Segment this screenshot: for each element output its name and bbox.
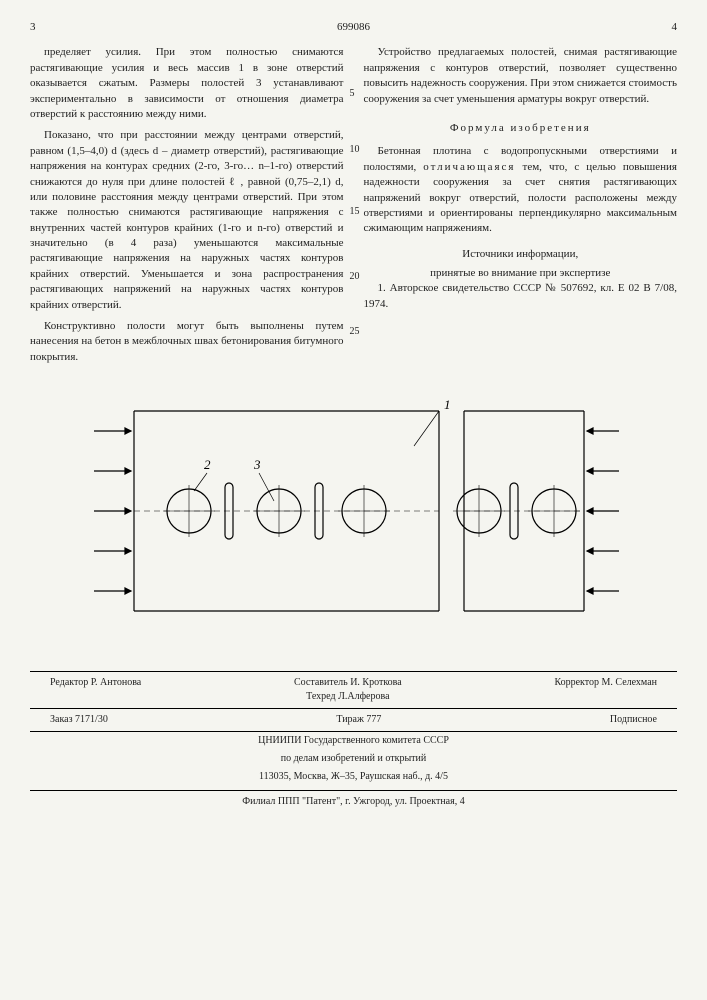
credits-row: Редактор Р. Антонова Составитель И. Крот… — [30, 671, 677, 709]
line-marker-10: 10 — [350, 143, 360, 157]
org1: ЦНИИПИ Государственного комитета СССР — [30, 732, 677, 750]
addr: 113035, Москва, Ж–35, Раушская наб., д. … — [30, 768, 677, 786]
sources-title: Источники информации, — [364, 247, 678, 262]
line-marker-25: 25 — [350, 325, 360, 339]
line-marker-15: 15 — [350, 205, 360, 219]
left-p2: Показано, что при расстоянии между центр… — [30, 128, 344, 313]
org2: по делам изобретений и открытий — [30, 750, 677, 768]
claim-distinct: отличающаяся — [423, 161, 515, 173]
dam-diagram: 1 2 3 — [74, 391, 634, 631]
editor: Редактор Р. Антонова — [50, 676, 141, 704]
branch: Филиал ППП "Патент", г. Ужгород, ул. Про… — [30, 790, 677, 809]
order: Заказ 7171/30 — [50, 713, 108, 727]
corrector: Корректор М. Селехман — [554, 676, 657, 704]
credits-center: Составитель И. Кроткова Техред Л.Алферов… — [294, 676, 402, 704]
patent-number: 699086 — [36, 20, 672, 35]
left-p1: пределяет усилия. При этом полностью сни… — [30, 45, 344, 122]
right-p1: Устройство предлагаемых полостей, снимая… — [364, 45, 678, 107]
formula-title: Формула изобретения — [364, 121, 678, 136]
right-page-num: 4 — [672, 20, 678, 35]
composer: Составитель И. Кроткова — [294, 677, 402, 688]
text-columns: пределяет усилия. При этом полностью сни… — [30, 45, 677, 371]
techred: Техред Л.Алферова — [306, 691, 389, 702]
order-row: Заказ 7171/30 Тираж 777 Подписное — [30, 709, 677, 732]
sources-sub: принятые во внимание при экспертизе — [364, 266, 678, 281]
page-header: 3 699086 4 — [30, 20, 677, 35]
svg-text:1: 1 — [444, 397, 451, 412]
left-p3: Конструктивно полости могут быть выполне… — [30, 319, 344, 365]
right-column: 5 10 15 20 25 Устройство предлагаемых по… — [364, 45, 678, 371]
tirazh: Тираж 777 — [336, 713, 381, 727]
line-marker-20: 20 — [350, 270, 360, 284]
ref1: 1. Авторское свидетельство СССР № 507692… — [364, 281, 678, 312]
line-marker-5: 5 — [350, 87, 355, 101]
svg-text:3: 3 — [253, 457, 261, 472]
svg-text:2: 2 — [204, 457, 211, 472]
left-column: пределяет усилия. При этом полностью сни… — [30, 45, 344, 371]
podpisnoe: Подписное — [610, 713, 657, 727]
right-p2: Бетонная плотина с водопропускными отвер… — [364, 144, 678, 236]
footer: Редактор Р. Антонова Составитель И. Крот… — [30, 671, 677, 809]
